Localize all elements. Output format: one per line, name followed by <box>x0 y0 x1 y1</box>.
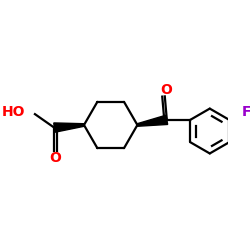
Text: O: O <box>160 84 172 98</box>
Text: HO: HO <box>2 105 25 119</box>
Polygon shape <box>137 115 168 126</box>
Text: F: F <box>242 105 250 119</box>
Text: O: O <box>49 150 61 164</box>
Polygon shape <box>54 123 84 132</box>
